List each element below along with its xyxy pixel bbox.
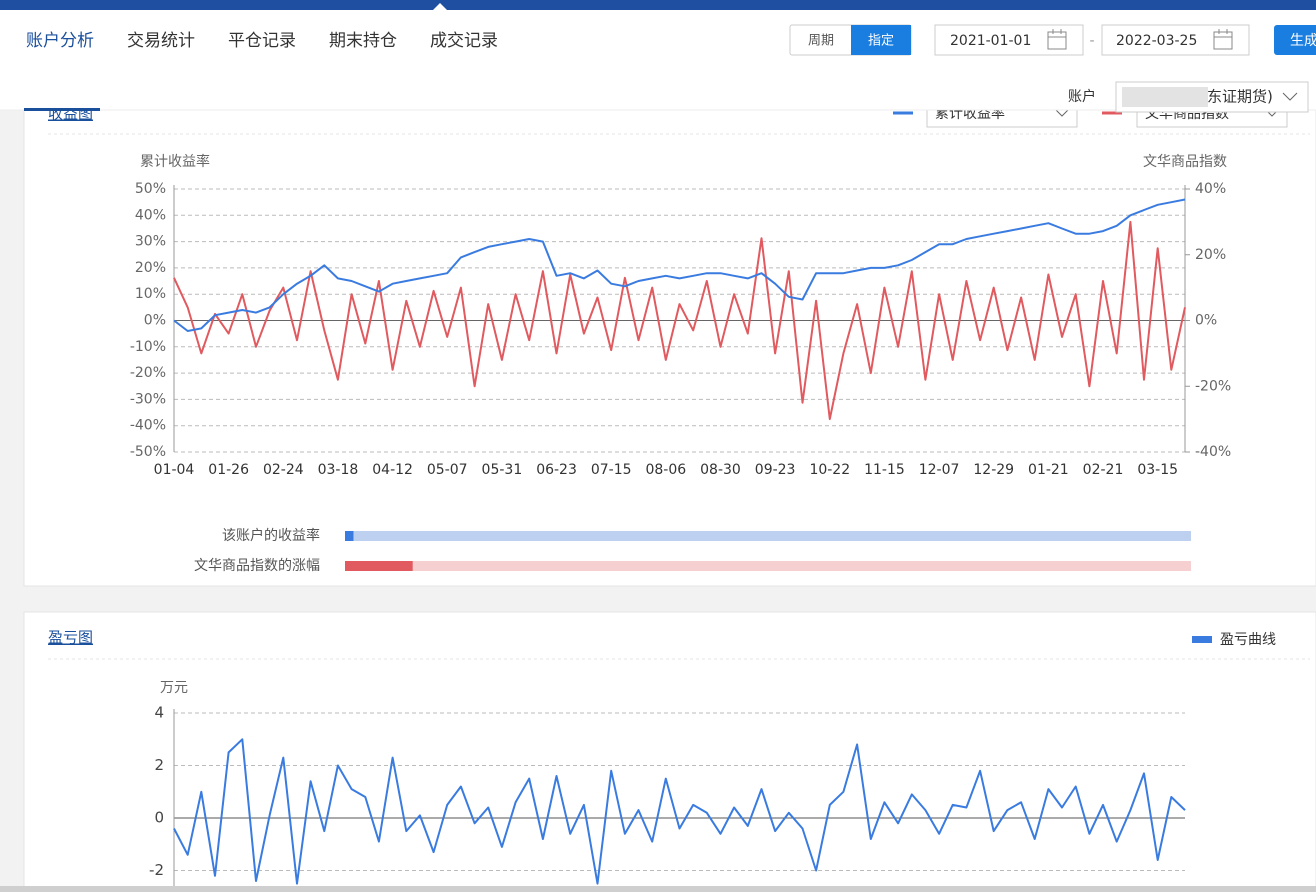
scrollbar[interactable] bbox=[0, 886, 1316, 892]
x-tick-label: 01-04 bbox=[154, 462, 195, 478]
calendar-icon bbox=[1047, 29, 1067, 50]
mode-button[interactable]: 指定 bbox=[868, 34, 894, 49]
y2-tick-label: 20% bbox=[1195, 247, 1226, 263]
nav-tab[interactable]: 账户分析 bbox=[26, 31, 94, 51]
y-tick-label: 10% bbox=[135, 286, 166, 302]
y-tick-label: 50% bbox=[135, 181, 166, 197]
y2-tick-label: 40% bbox=[1195, 181, 1226, 197]
x-tick-label: 08-30 bbox=[700, 462, 741, 478]
date-input[interactable] bbox=[934, 24, 1084, 56]
nav-tab[interactable]: 交易统计 bbox=[127, 31, 195, 51]
header-bg bbox=[0, 0, 1316, 110]
date-separator: - bbox=[1089, 33, 1094, 49]
y-tick-label: 30% bbox=[135, 234, 166, 250]
pnl-chart: 420-2-4万元 bbox=[149, 680, 1186, 892]
chevron bbox=[1282, 92, 1298, 101]
y-tick-label: 40% bbox=[135, 207, 166, 223]
y2-tick-label: -40% bbox=[1195, 444, 1231, 460]
x-tick-label: 03-15 bbox=[1137, 462, 1178, 478]
y2-axis-title: 文华商品指数 bbox=[1143, 154, 1227, 170]
y-tick-label: 4 bbox=[154, 704, 164, 722]
chevron bbox=[1055, 109, 1069, 117]
date-text: 2022-03-25 bbox=[1116, 33, 1197, 49]
panel-title[interactable]: 盈亏图 bbox=[48, 629, 93, 647]
x-tick-label: 02-21 bbox=[1083, 462, 1124, 478]
nav-tab[interactable]: 平仓记录 bbox=[228, 31, 296, 51]
x-tick-label: 09-23 bbox=[755, 462, 796, 478]
comparison-track bbox=[345, 531, 1191, 541]
x-tick-label: 05-07 bbox=[427, 462, 468, 478]
y-tick-label: -30% bbox=[130, 391, 166, 407]
mode-button[interactable]: 周期 bbox=[808, 34, 834, 49]
y-tick-label: -40% bbox=[130, 418, 166, 434]
y2-tick-label: -20% bbox=[1195, 378, 1231, 394]
nav-tab[interactable]: 成交记录 bbox=[430, 31, 498, 51]
x-tick-label: 10-22 bbox=[809, 462, 850, 478]
comparison-label: 文华商品指数的涨幅 bbox=[194, 558, 320, 574]
comparison-bar bbox=[345, 561, 413, 571]
tab-underline bbox=[24, 108, 100, 111]
comparison-bar bbox=[345, 531, 354, 541]
x-tick-label: 08-06 bbox=[645, 462, 686, 478]
date-input[interactable] bbox=[1101, 24, 1250, 56]
nav-tab[interactable]: 期末持仓 bbox=[329, 31, 397, 51]
x-tick-label: 12-07 bbox=[919, 462, 960, 478]
y-tick-label: 0% bbox=[144, 313, 166, 329]
calendar-icon bbox=[1213, 29, 1233, 50]
y-tick-label: 0 bbox=[154, 809, 164, 827]
x-tick-label: 07-15 bbox=[591, 462, 632, 478]
y-tick-label: -50% bbox=[130, 444, 166, 460]
x-tick-label: 03-18 bbox=[318, 462, 359, 478]
date-text: 2021-01-01 bbox=[950, 33, 1031, 49]
x-tick-label: 06-23 bbox=[536, 462, 577, 478]
y-tick-label: -20% bbox=[130, 365, 166, 381]
y-axis-title: 万元 bbox=[160, 680, 188, 696]
series-line bbox=[173, 738, 1186, 885]
account-label: 账户 bbox=[1068, 88, 1096, 105]
x-tick-label: 04-12 bbox=[372, 462, 413, 478]
account-text: 东证期货) bbox=[1207, 88, 1273, 106]
generate-text: 生成 bbox=[1290, 33, 1316, 49]
x-tick-label: 11-15 bbox=[864, 462, 905, 478]
y-tick-label: 2 bbox=[154, 756, 164, 774]
x-tick-label: 12-29 bbox=[973, 462, 1014, 478]
mode-button-active bbox=[851, 25, 911, 55]
legend-swatch bbox=[1192, 636, 1212, 643]
x-tick-label: 01-21 bbox=[1028, 462, 1069, 478]
series-line bbox=[173, 198, 1186, 332]
income-chart: 50% 40% 30% 20% 10% 0% -10% -20% -30% -40% -50% 40%… bbox=[130, 153, 1231, 574]
top-bar bbox=[0, 0, 1316, 10]
series-line bbox=[173, 220, 1186, 421]
x-tick-label: 05-31 bbox=[482, 462, 523, 478]
y-tick-label: -10% bbox=[130, 339, 166, 355]
y2-tick-label: 0% bbox=[1195, 313, 1217, 329]
y-tick-label: 20% bbox=[135, 260, 166, 276]
header: 2021-01-01 - 2022-03-25 生成 账户 东证期货) 账户分析… bbox=[0, 0, 1316, 113]
legend-label: 盈亏曲线 bbox=[1220, 632, 1276, 648]
blurred-text bbox=[1122, 87, 1208, 107]
y-axis-title: 累计收益率 bbox=[140, 153, 210, 170]
y-tick-label: -2 bbox=[149, 861, 164, 879]
x-tick-label: 02-24 bbox=[263, 462, 304, 478]
x-tick-label: 01-26 bbox=[208, 462, 249, 478]
comparison-track bbox=[345, 561, 1191, 571]
notch bbox=[433, 3, 447, 10]
comparison-label: 该账户的收益率 bbox=[222, 527, 320, 544]
generate-button[interactable] bbox=[1274, 25, 1316, 55]
